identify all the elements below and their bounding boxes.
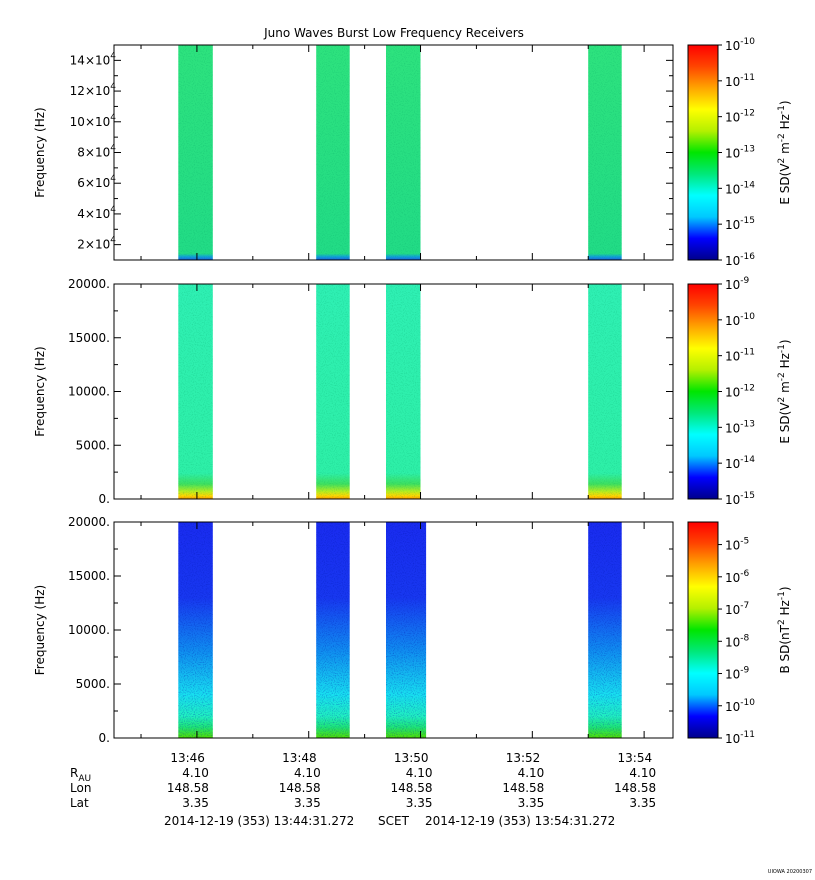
colorbar bbox=[687, 44, 719, 261]
y-tick-label: 20000. bbox=[68, 277, 110, 291]
burst-texture-2 bbox=[316, 45, 350, 260]
y-tick-label: 6×104 bbox=[77, 174, 116, 190]
colorbar-label: B SD(nT2 Hz-1) bbox=[777, 586, 792, 673]
x-tick-label: 13:48 bbox=[282, 751, 317, 765]
ephemeris-value: 4.10 bbox=[182, 766, 209, 780]
ephemeris-value: 4.10 bbox=[518, 766, 545, 780]
ephemeris-value: 148.58 bbox=[391, 781, 433, 795]
colorbar-tick-label: 10-10 bbox=[725, 698, 755, 714]
colorbar-tick-label: 10-16 bbox=[725, 252, 755, 268]
colorbar-tick-label: 10-9 bbox=[725, 276, 750, 292]
burst-texture-4 bbox=[588, 522, 622, 738]
y-tick-label: 5000. bbox=[76, 677, 110, 691]
burst-texture-2 bbox=[316, 284, 350, 499]
ephemeris-value: 148.58 bbox=[167, 781, 209, 795]
y-tick-label: 4×104 bbox=[77, 205, 116, 221]
y-tick-label: 14×104 bbox=[70, 51, 117, 67]
colorbar-tick-label: 10-15 bbox=[725, 216, 755, 232]
ephemeris-label: Lon bbox=[70, 781, 91, 795]
footer-scet: SCET bbox=[378, 814, 410, 828]
ephemeris-value: 4.10 bbox=[629, 766, 656, 780]
burst-texture-3 bbox=[386, 522, 427, 738]
y-tick-label: 20000. bbox=[68, 515, 110, 529]
panel-2: 0. 5000. 10000. 15000. 20000. Frequency (Hz) 1… bbox=[33, 276, 792, 507]
y-tick-label: 10000. bbox=[68, 623, 110, 637]
burst-texture-1 bbox=[178, 284, 213, 499]
ephemeris-value: 148.58 bbox=[614, 781, 656, 795]
panel-3: 0. 5000. 10000. 15000. 20000. Frequency (Hz) 1… bbox=[33, 515, 792, 746]
y-tick-label: 12×104 bbox=[70, 82, 117, 98]
y-tick-label: 0. bbox=[99, 492, 110, 506]
colorbar-tick-label: 10-10 bbox=[725, 37, 755, 53]
ephemeris-value: 3.35 bbox=[182, 796, 209, 810]
x-tick-label: 13:54 bbox=[618, 751, 653, 765]
y-tick-label: 15000. bbox=[68, 331, 110, 345]
colorbar-tick-label: 10-14 bbox=[725, 455, 755, 471]
x-tick-label: 13:50 bbox=[394, 751, 429, 765]
ephemeris-value: 148.58 bbox=[279, 781, 321, 795]
colorbar-tick-label: 10-14 bbox=[725, 180, 755, 196]
ephemeris-value: 4.10 bbox=[406, 766, 433, 780]
burst-texture-3 bbox=[386, 284, 421, 499]
colorbar-tick-label: 10-5 bbox=[725, 537, 749, 553]
colorbar-tick-label: 10-12 bbox=[725, 384, 755, 400]
y-tick-label: 10000. bbox=[68, 385, 110, 399]
burst-texture-4 bbox=[588, 284, 622, 499]
colorbar-tick-label: 10-7 bbox=[725, 601, 749, 617]
y-axis-label: Frequency (Hz) bbox=[33, 346, 47, 437]
chart-title: Juno Waves Burst Low Frequency Receivers bbox=[263, 26, 524, 40]
colorbar-tick-label: 10-11 bbox=[725, 730, 755, 746]
colorbar-tick-label: 10-12 bbox=[725, 109, 755, 125]
colorbar-tick-label: 10-6 bbox=[725, 569, 750, 585]
colorbar-tick-label: 10-8 bbox=[725, 633, 750, 649]
colorbar-tick-label: 10-11 bbox=[725, 348, 755, 364]
burst-texture-1 bbox=[178, 522, 213, 738]
footer-stamp: UIOWA 20200307 bbox=[768, 869, 812, 875]
y-axis-label: Frequency (Hz) bbox=[33, 107, 47, 198]
x-tick-label: 13:52 bbox=[506, 751, 541, 765]
y-axis-label: Frequency (Hz) bbox=[33, 585, 47, 676]
burst-texture-1 bbox=[178, 45, 213, 260]
y-tick-label: 0. bbox=[99, 731, 110, 745]
y-tick-label: 2×104 bbox=[77, 236, 116, 252]
ephemeris-value: 3.35 bbox=[294, 796, 321, 810]
burst-texture-3 bbox=[386, 45, 421, 260]
colorbar-label: E SD(V2 m-2 Hz-1) bbox=[777, 339, 792, 443]
y-tick-label: 10×104 bbox=[70, 113, 117, 129]
colorbar-tick-label: 10-10 bbox=[725, 312, 755, 328]
ephemeris-value: 148.58 bbox=[502, 781, 544, 795]
ephemeris-label: RAU bbox=[70, 766, 91, 784]
y-tick-label: 8×104 bbox=[77, 144, 116, 160]
footer-start-time: 2014-12-19 (353) 13:44:31.272 bbox=[164, 814, 354, 828]
colorbar-tick-label: 10-11 bbox=[725, 73, 755, 89]
ephemeris-value: 3.35 bbox=[518, 796, 545, 810]
ephemeris-value: 3.35 bbox=[406, 796, 433, 810]
y-tick-label: 5000. bbox=[76, 438, 110, 452]
footer-end-time: 2014-12-19 (353) 13:54:31.272 bbox=[425, 814, 615, 828]
ephemeris-label: Lat bbox=[70, 796, 89, 810]
colorbar-tick-label: 10-9 bbox=[725, 666, 750, 682]
colorbar-tick-label: 10-13 bbox=[725, 145, 755, 161]
x-tick-label: 13:46 bbox=[170, 751, 205, 765]
burst-texture-4 bbox=[588, 45, 622, 260]
colorbar bbox=[687, 283, 719, 500]
colorbar bbox=[687, 521, 719, 739]
colorbar-tick-label: 10-15 bbox=[725, 491, 755, 507]
ephemeris-value: 3.35 bbox=[629, 796, 656, 810]
y-tick-label: 15000. bbox=[68, 569, 110, 583]
panel-1: 2×104 4×104 6×104 8×104 10×104 12×104 14×104 Fr… bbox=[33, 37, 792, 268]
burst-texture-2 bbox=[316, 522, 350, 738]
colorbar-label: E SD(V2 m-2 Hz-1) bbox=[777, 100, 792, 204]
colorbar-tick-label: 10-13 bbox=[725, 419, 755, 435]
ephemeris-value: 4.10 bbox=[294, 766, 321, 780]
